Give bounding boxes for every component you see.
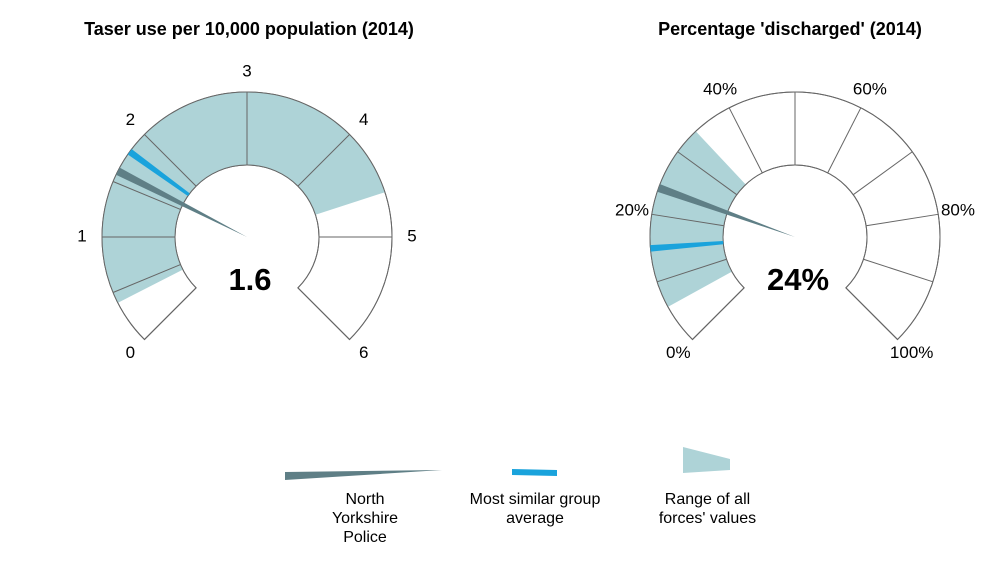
divider <box>827 107 862 174</box>
divider <box>863 258 934 283</box>
average-marker <box>650 241 724 252</box>
chart-title: Taser use per 10,000 population (2014) <box>84 19 414 39</box>
divider <box>852 151 913 196</box>
legend-swatch <box>512 469 557 476</box>
tick-label: 20% <box>615 201 649 220</box>
tick-label: 4 <box>359 110 368 129</box>
tick-label: 6 <box>359 343 368 362</box>
average-marker <box>127 149 190 197</box>
legend-label: Range of all forces' values <box>658 491 757 527</box>
tick-label: 80% <box>941 201 975 220</box>
legend-swatch <box>683 447 730 473</box>
divider <box>656 258 727 283</box>
tick-label: 100% <box>890 343 933 362</box>
tick-label: 5 <box>407 226 416 245</box>
value-label: 1.6 <box>228 262 271 297</box>
needle <box>116 167 247 237</box>
divider <box>112 264 181 293</box>
needle <box>657 184 795 237</box>
range <box>101 91 385 303</box>
gauge-outline <box>101 91 393 341</box>
legend-label: Most similar group average <box>469 491 601 527</box>
legend-label: North Yorkshire Police <box>331 491 399 546</box>
divider <box>651 213 724 227</box>
tick-label: 0 <box>126 343 135 362</box>
chart-title: Percentage 'discharged' (2014) <box>658 19 922 39</box>
tick-label: 40% <box>703 79 737 98</box>
tick-label: 0% <box>666 343 691 362</box>
range <box>650 131 746 307</box>
tick-label: 1 <box>77 226 86 245</box>
divider <box>677 151 738 196</box>
legend-swatch <box>285 470 442 480</box>
tick-label: 60% <box>853 79 887 98</box>
divider <box>866 213 939 227</box>
divider <box>144 134 197 187</box>
divider <box>297 134 350 187</box>
tick-label: 2 <box>126 110 135 129</box>
divider <box>112 181 181 210</box>
tick-label: 3 <box>242 61 251 80</box>
value-label: 24% <box>767 262 829 297</box>
gauge-outline <box>649 91 941 341</box>
divider <box>728 107 763 174</box>
